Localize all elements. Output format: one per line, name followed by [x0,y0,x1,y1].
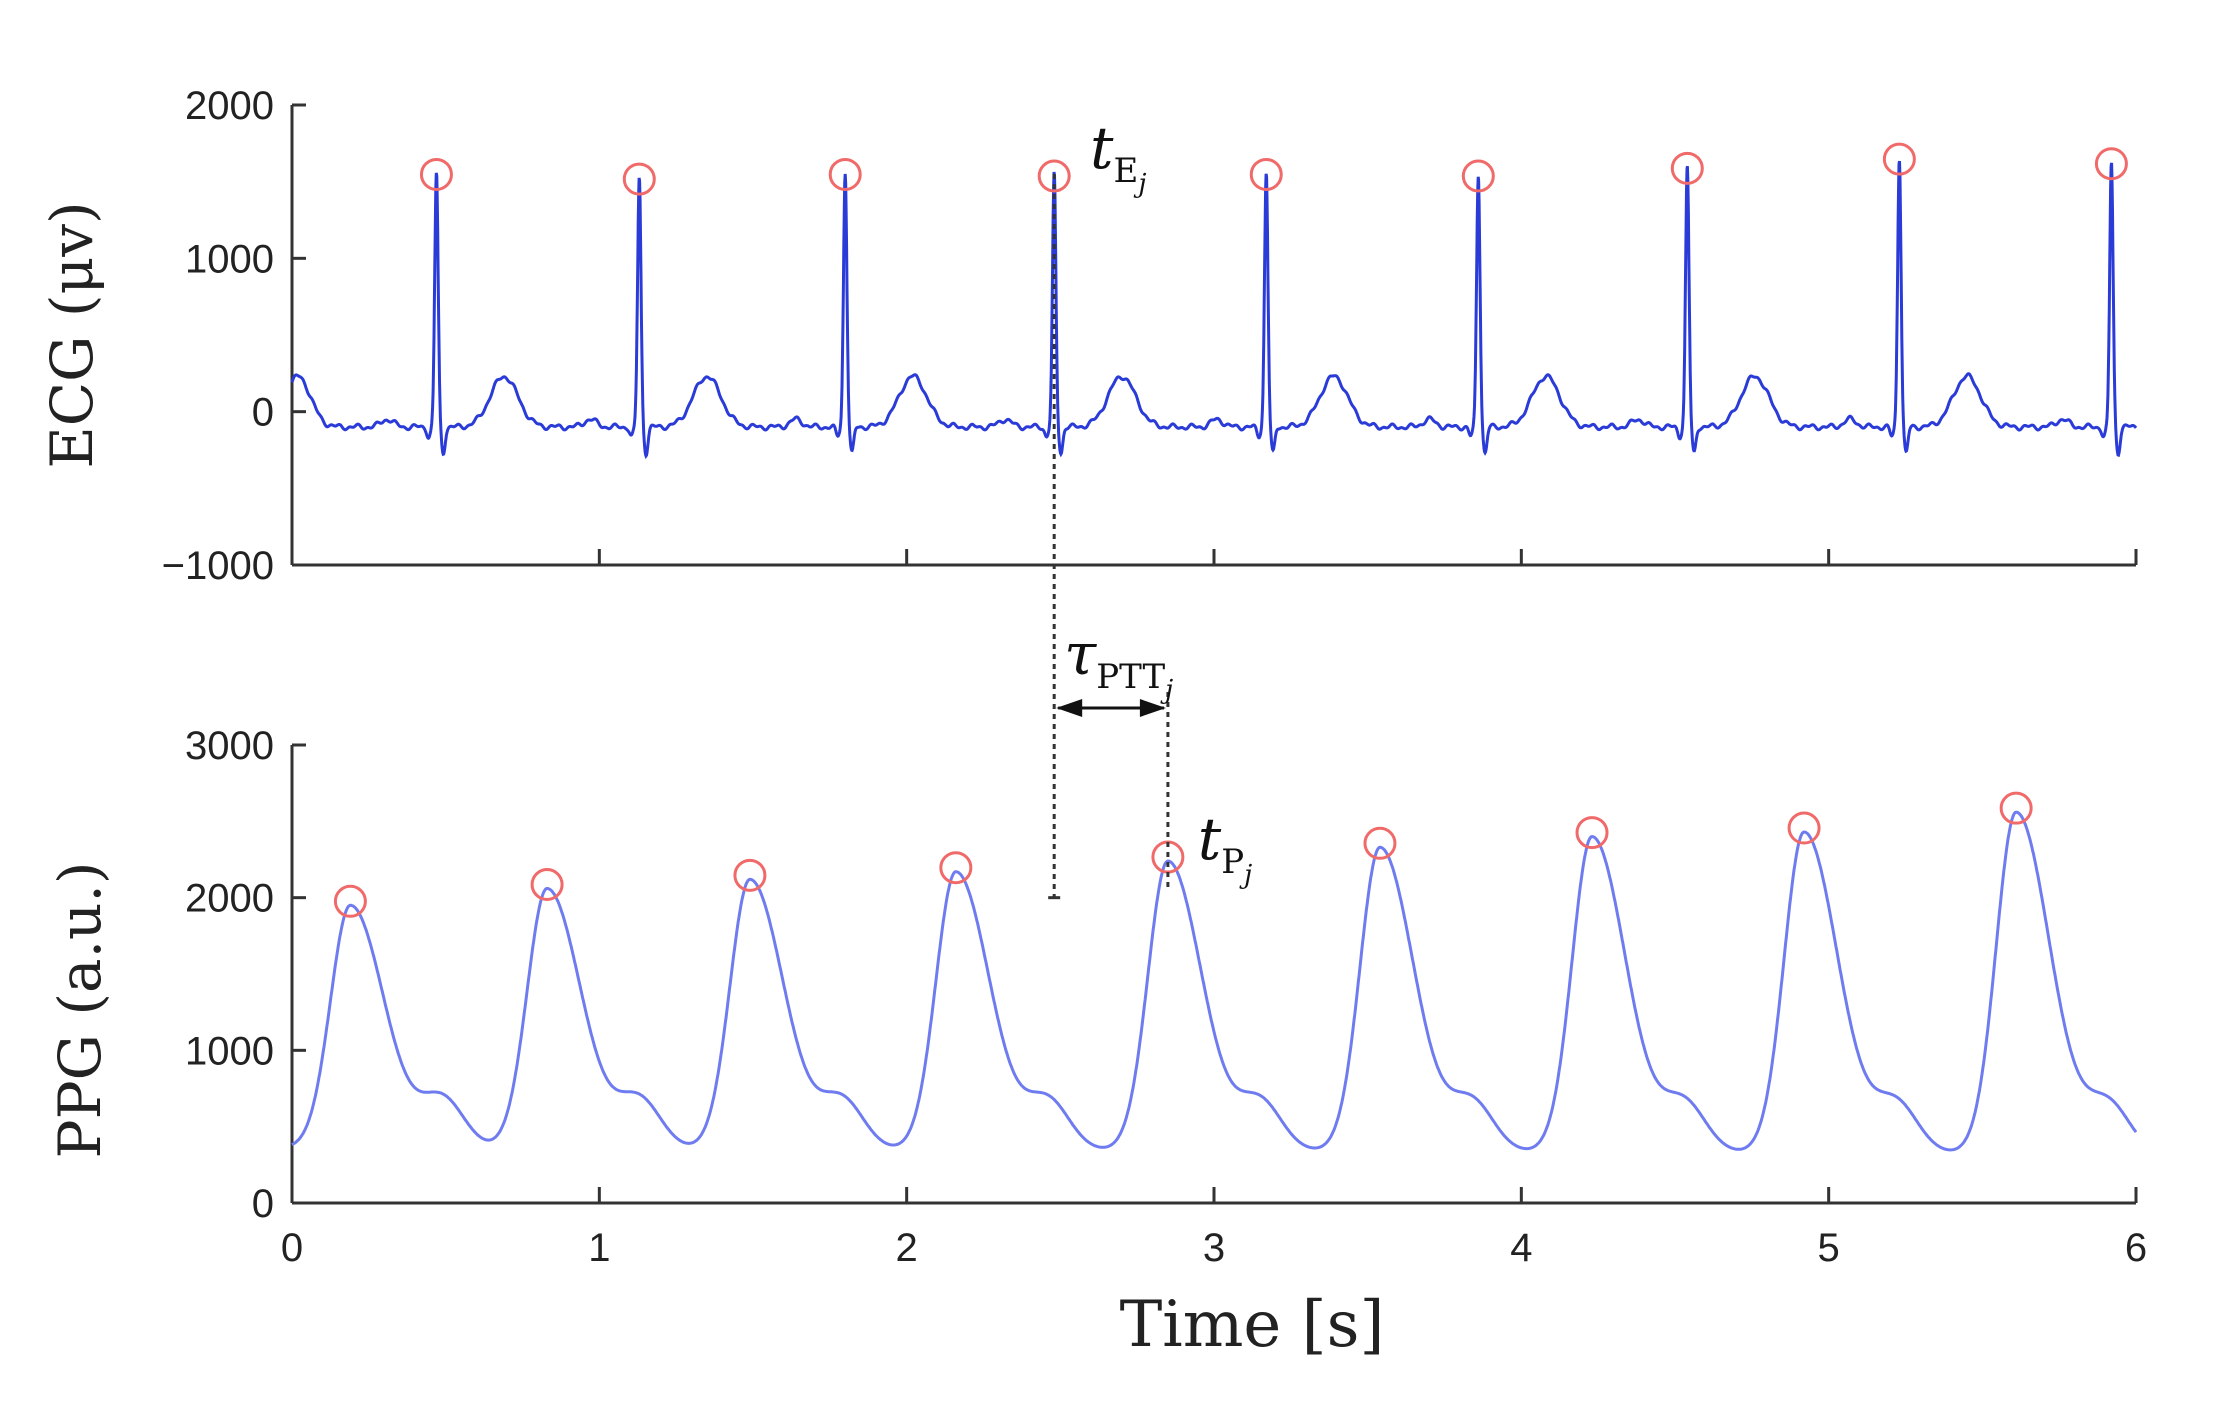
ppg-xtick-label: 1 [588,1226,610,1270]
ecg-r-peak-marker [1461,159,1495,193]
ppg-axes: 0 1000 2000 3000 0 1 2 3 4 5 6 [185,724,2147,1270]
ptt-arrow-head-left [1056,699,1083,717]
ecg-ytick-label: 1000 [185,237,274,281]
ppg-ytick-label: 3000 [185,724,274,768]
ppg-peak-marker [333,884,367,918]
annotations: tEj τPTTj tPj [1048,114,1252,900]
ecg-r-peak-marker [828,157,862,191]
ecg-peak-annotation: tEj [1090,114,1146,199]
x-axis-label: Time [s] [1120,1288,1385,1362]
ppg-peak-marker [1363,826,1397,860]
ppg-peak-marker [530,868,564,902]
ecg-r-peak-marker [1249,157,1283,191]
ptt-arrow-head-right [1139,699,1166,717]
ppg-peak-marker [1575,816,1609,850]
ppg-xtick-label: 0 [281,1226,303,1270]
ppg-y-axis-label: PPG (a.u.) [46,862,114,1159]
ecg-ytick-label: −1000 [162,544,274,588]
ppg-series-line [291,810,2138,1152]
ppg-peak-marker [733,858,767,892]
ppg-peak-annotation: tPj [1198,805,1252,890]
ecg-r-peak-marker [419,157,453,191]
ppg-plot [291,791,2138,1152]
ppg-xtick-label: 4 [1510,1226,1532,1270]
ppg-ytick-label: 2000 [185,877,274,921]
ecg-plot [290,142,2138,460]
ppg-peak-marker [1787,811,1821,845]
ecg-ytick-label: 0 [252,391,274,435]
ppg-xtick-label: 2 [896,1226,918,1270]
ecg-ytick-label: 2000 [185,84,274,128]
ecg-axes: −1000 0 1000 2000 [162,84,2138,588]
ppg-xtick-label: 5 [1818,1226,1840,1270]
ecg-r-peak-marker [1670,151,1704,185]
ecg-r-peak-marker [1037,159,1071,193]
ppg-ytick-label: 0 [252,1182,274,1226]
ppg-peak-marker [939,851,973,885]
ecg-r-peak-marker [1882,142,1916,176]
ppg-peak-marker [1999,791,2033,825]
ppg-xtick-label: 3 [1203,1226,1225,1270]
ecg-series-line [290,160,2138,460]
ppg-xtick-label: 6 [2125,1226,2147,1270]
ptt-annotation: τPTTj [1064,620,1173,705]
ecg-r-peak-marker [2094,147,2128,181]
ppg-ytick-label: 1000 [185,1029,274,1073]
ecg-y-axis-label: ECG (μv) [38,201,106,468]
ecg-r-peak-marker [622,162,656,196]
